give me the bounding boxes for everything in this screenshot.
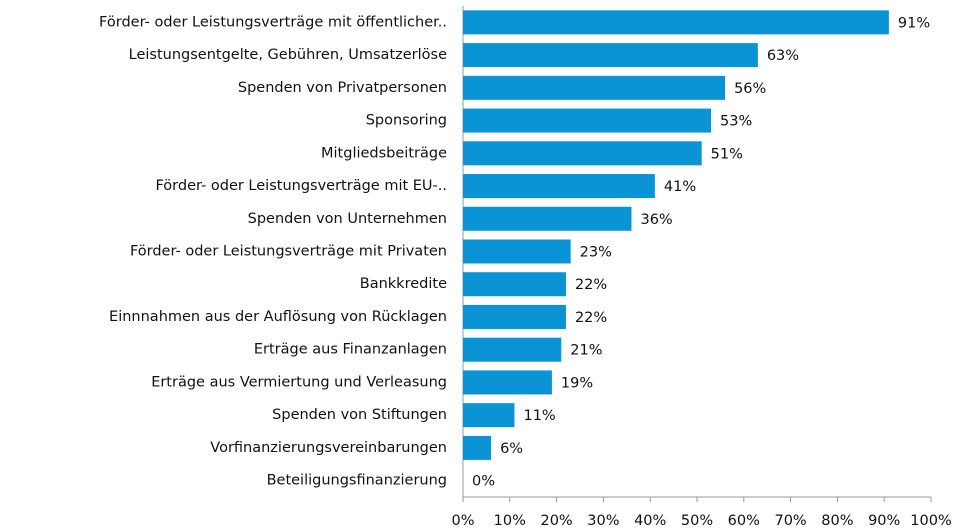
- x-tick-label: 0%: [451, 513, 474, 529]
- bar: [463, 141, 702, 166]
- y-tick-label: Spenden von Privatpersonen: [238, 80, 447, 96]
- x-tick-label: 10%: [494, 513, 526, 529]
- bar: [463, 43, 758, 68]
- y-tick-label: Erträge aus Finanzanlagen: [254, 342, 447, 358]
- bar: [463, 304, 566, 329]
- x-tick-label: 90%: [868, 513, 900, 529]
- x-tick-label: 70%: [774, 513, 806, 529]
- x-tick-label: 30%: [587, 513, 619, 529]
- y-tick-label: Mitgliedsbeiträge: [321, 145, 447, 161]
- bar: [463, 337, 562, 362]
- y-tick-label: Förder- oder Leistungsverträge mit Priva…: [130, 244, 447, 260]
- value-label: 63%: [767, 48, 799, 64]
- value-label: 21%: [570, 343, 602, 359]
- bar: [463, 403, 515, 428]
- y-tick-label: Vorfinanzierungsvereinbarungen: [210, 440, 447, 456]
- value-label: 11%: [523, 408, 555, 424]
- value-label: 23%: [580, 245, 612, 261]
- bar: [463, 206, 632, 231]
- y-tick-label: Spenden von Stiftungen: [272, 407, 447, 423]
- value-label: 53%: [720, 114, 752, 130]
- bar: [463, 435, 492, 460]
- y-tick-label: Einnnahmen aus der Auflösung von Rücklag…: [109, 309, 447, 325]
- y-tick-label: Erträge aus Vermiertung und Verleasung: [151, 374, 447, 390]
- y-tick-label: Förder- oder Leistungsverträge mit öffen…: [99, 14, 447, 30]
- value-label: 51%: [711, 146, 743, 162]
- bar: [463, 239, 571, 264]
- y-tick-label: Sponsoring: [366, 113, 447, 129]
- value-label: 36%: [640, 212, 672, 228]
- value-label: 0%: [472, 474, 495, 490]
- x-tick-label: 60%: [728, 513, 760, 529]
- x-tick-label: 100%: [910, 513, 951, 529]
- bar: [463, 75, 726, 100]
- value-label: 41%: [664, 179, 696, 195]
- y-tick-label: Leistungsentgelte, Gebühren, Umsatzerlös…: [129, 47, 447, 63]
- x-tick-label: 20%: [540, 513, 572, 529]
- value-label: 56%: [734, 81, 766, 97]
- y-tick-label: Bankkredite: [360, 276, 447, 292]
- bar: [463, 108, 712, 133]
- bar: [463, 272, 566, 297]
- bar: [463, 174, 655, 199]
- y-tick-label: Förder- oder Leistungsverträge mit EU-..: [155, 178, 447, 194]
- x-tick-label: 50%: [681, 513, 713, 529]
- value-label: 19%: [561, 375, 593, 391]
- value-label: 91%: [898, 15, 930, 31]
- bar: [463, 370, 552, 395]
- value-label: 22%: [575, 310, 607, 326]
- bar: [463, 10, 889, 35]
- value-label: 6%: [500, 441, 523, 457]
- y-tick-label: Beteiligungsfinanzierung: [267, 473, 447, 489]
- y-tick-label: Spenden von Unternehmen: [248, 211, 447, 227]
- value-label: 22%: [575, 277, 607, 293]
- x-tick-label: 40%: [634, 513, 666, 529]
- x-tick-label: 80%: [821, 513, 853, 529]
